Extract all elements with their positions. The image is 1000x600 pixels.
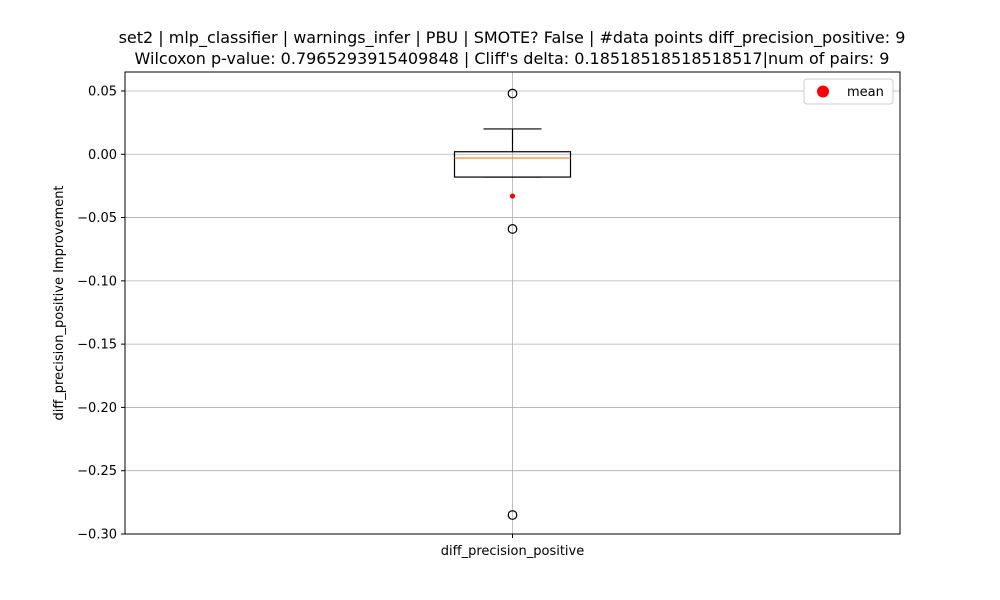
legend-box	[803, 78, 894, 105]
y-tick-label: 0.05	[88, 84, 117, 99]
legend: mean	[803, 78, 894, 105]
chart-title-line-2: Wilcoxon p-value: 0.7965293915409848 | C…	[135, 49, 890, 68]
y-tick-label: 0.00	[88, 148, 117, 163]
mean-point	[509, 193, 516, 199]
y-axis-label: diff_precision_positive Improvement	[52, 185, 67, 420]
y-tick-label: −0.15	[77, 338, 117, 353]
y-tick-label: −0.30	[77, 528, 117, 543]
x-tick-label: diff_precision_positive	[441, 544, 584, 559]
chart-title-line-1: set2 | mlp_classifier | warnings_infer |…	[119, 28, 906, 48]
data-layer	[453, 88, 572, 520]
y-tick-label: −0.10	[77, 274, 117, 289]
legend-mean-label: mean	[847, 85, 884, 100]
grid-layer	[125, 72, 900, 535]
axis-layer: 0.05 0.00 −0.05 −0.10 −0.15 −0.20 −0.25 −0.30 di…	[77, 84, 584, 559]
iqr-box	[453, 151, 572, 178]
outlier-point	[507, 510, 518, 520]
y-tick-label: −0.20	[77, 401, 117, 416]
outlier-point	[507, 88, 518, 99]
y-tick-label: −0.05	[77, 211, 117, 226]
legend-mean-marker	[817, 85, 829, 98]
outlier-point	[507, 224, 518, 234]
y-tick-label: −0.25	[77, 464, 117, 479]
